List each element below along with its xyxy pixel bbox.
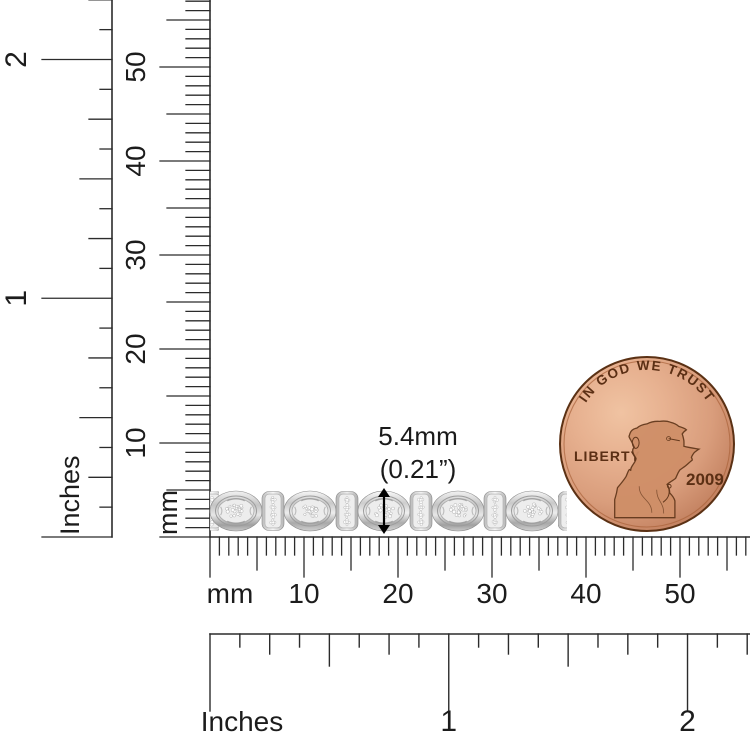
svg-text:LIBERTY: LIBERTY (574, 448, 641, 464)
svg-text:20: 20 (120, 333, 151, 364)
svg-text:2009: 2009 (686, 470, 724, 489)
svg-text:1: 1 (0, 290, 33, 307)
svg-text:Inches: Inches (201, 706, 284, 737)
svg-text:20: 20 (382, 578, 413, 609)
svg-text:50: 50 (664, 578, 695, 609)
svg-text:mm: mm (153, 490, 183, 535)
svg-text:Inches: Inches (55, 455, 85, 535)
svg-text:(0.21”): (0.21”) (380, 454, 457, 484)
svg-text:50: 50 (120, 51, 151, 82)
svg-text:10: 10 (288, 578, 319, 609)
svg-text:10: 10 (120, 427, 151, 458)
svg-text:1: 1 (440, 705, 457, 738)
svg-text:30: 30 (476, 578, 507, 609)
svg-text:40: 40 (120, 145, 151, 176)
svg-text:30: 30 (120, 239, 151, 270)
svg-text:40: 40 (570, 578, 601, 609)
svg-text:2: 2 (0, 51, 33, 68)
svg-text:5.4mm: 5.4mm (378, 421, 457, 451)
svg-text:2: 2 (679, 705, 696, 738)
svg-text:mm: mm (207, 578, 254, 609)
